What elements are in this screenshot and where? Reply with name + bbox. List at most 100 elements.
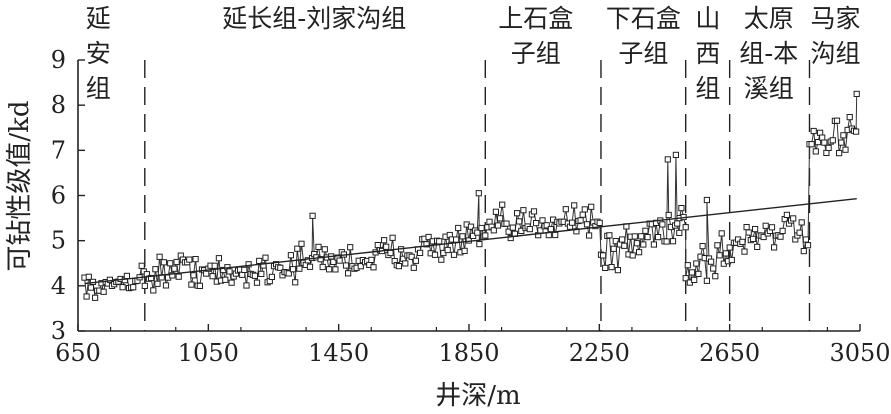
data-point bbox=[431, 251, 439, 258]
data-point bbox=[162, 282, 170, 289]
x-tick-label: 1850 bbox=[438, 339, 499, 367]
data-point bbox=[633, 240, 641, 247]
data-point bbox=[703, 277, 710, 284]
data-point bbox=[245, 261, 252, 268]
data-point bbox=[306, 263, 314, 270]
data-point bbox=[494, 222, 502, 229]
data-point bbox=[678, 205, 685, 212]
data-point bbox=[226, 268, 233, 275]
data-point bbox=[478, 224, 485, 232]
data-point bbox=[167, 260, 174, 267]
data-point bbox=[804, 242, 812, 249]
data-point bbox=[298, 240, 305, 247]
data-point bbox=[450, 251, 458, 258]
data-point bbox=[520, 207, 527, 214]
data-point bbox=[160, 259, 168, 266]
y-tick-label: 3 bbox=[51, 317, 66, 345]
data-point bbox=[410, 264, 417, 271]
data-point bbox=[802, 236, 809, 243]
data-point bbox=[716, 252, 723, 259]
data-point bbox=[476, 241, 483, 248]
data-point bbox=[455, 224, 462, 232]
trend-line-group bbox=[84, 197, 857, 285]
data-point bbox=[490, 227, 497, 234]
stratum-label: 下石盒 bbox=[606, 4, 681, 33]
data-point bbox=[821, 139, 828, 146]
stratum-label: 溪组 bbox=[744, 74, 794, 103]
data-point bbox=[251, 272, 259, 279]
data-point bbox=[326, 266, 333, 273]
data-point bbox=[186, 256, 193, 263]
stratum-label: 山 bbox=[695, 4, 720, 33]
data-point bbox=[169, 272, 176, 279]
data-point bbox=[243, 282, 250, 289]
data-point bbox=[370, 264, 377, 271]
data-point bbox=[412, 257, 419, 264]
data-point bbox=[459, 233, 466, 240]
data-point bbox=[342, 262, 350, 269]
data-point bbox=[387, 249, 394, 257]
data-point bbox=[752, 226, 759, 233]
data-point bbox=[368, 256, 375, 263]
data-point bbox=[790, 215, 797, 222]
data-point bbox=[383, 243, 390, 250]
data-point bbox=[619, 236, 626, 243]
stratum-label: 西 bbox=[695, 39, 720, 68]
data-point bbox=[722, 250, 729, 257]
data-point bbox=[650, 241, 657, 248]
data-point bbox=[814, 139, 822, 146]
x-tick-label: 1450 bbox=[308, 339, 369, 367]
data-point bbox=[332, 266, 339, 273]
data-point bbox=[819, 134, 826, 141]
data-point bbox=[840, 132, 847, 139]
data-point bbox=[768, 224, 776, 231]
data-point bbox=[562, 206, 569, 213]
data-point bbox=[130, 284, 137, 291]
data-point bbox=[436, 238, 443, 245]
data-point bbox=[154, 280, 161, 287]
data-point bbox=[222, 276, 229, 283]
data-point bbox=[674, 220, 681, 227]
data-point bbox=[374, 242, 381, 249]
data-point bbox=[728, 256, 735, 264]
data-point bbox=[836, 150, 843, 157]
data-point bbox=[499, 201, 506, 208]
data-point bbox=[745, 229, 752, 236]
data-point bbox=[211, 262, 218, 269]
data-point bbox=[533, 220, 540, 227]
data-point bbox=[497, 215, 504, 222]
data-point bbox=[543, 222, 550, 229]
data-point bbox=[682, 224, 689, 231]
data-series bbox=[81, 90, 860, 301]
x-tick-label: 2650 bbox=[699, 339, 760, 367]
data-point bbox=[138, 262, 145, 269]
stratum-label: 延 bbox=[86, 4, 111, 33]
data-point bbox=[838, 139, 845, 146]
data-point bbox=[853, 90, 860, 98]
stratum-label: 上石盒 bbox=[498, 4, 573, 33]
data-point bbox=[196, 282, 204, 289]
y-tick-label: 6 bbox=[51, 182, 66, 210]
data-point bbox=[800, 248, 807, 255]
data-point bbox=[608, 264, 615, 271]
data-point bbox=[714, 242, 721, 249]
data-point bbox=[85, 273, 92, 280]
data-point bbox=[256, 257, 263, 264]
data-point bbox=[141, 282, 148, 289]
data-point bbox=[638, 233, 645, 240]
data-point bbox=[708, 258, 715, 265]
x-tick-label: 2250 bbox=[569, 339, 630, 367]
stratum-label: 子组 bbox=[618, 39, 668, 68]
trend-line bbox=[84, 197, 857, 285]
data-point bbox=[294, 245, 301, 252]
y-axis-title: 可钻性级值/kd bbox=[5, 100, 35, 271]
data-point bbox=[621, 242, 628, 249]
data-point bbox=[173, 258, 180, 266]
data-point bbox=[192, 256, 199, 263]
data-point bbox=[777, 233, 784, 240]
data-point bbox=[507, 234, 514, 242]
data-point bbox=[684, 262, 691, 269]
data-point bbox=[798, 219, 805, 226]
